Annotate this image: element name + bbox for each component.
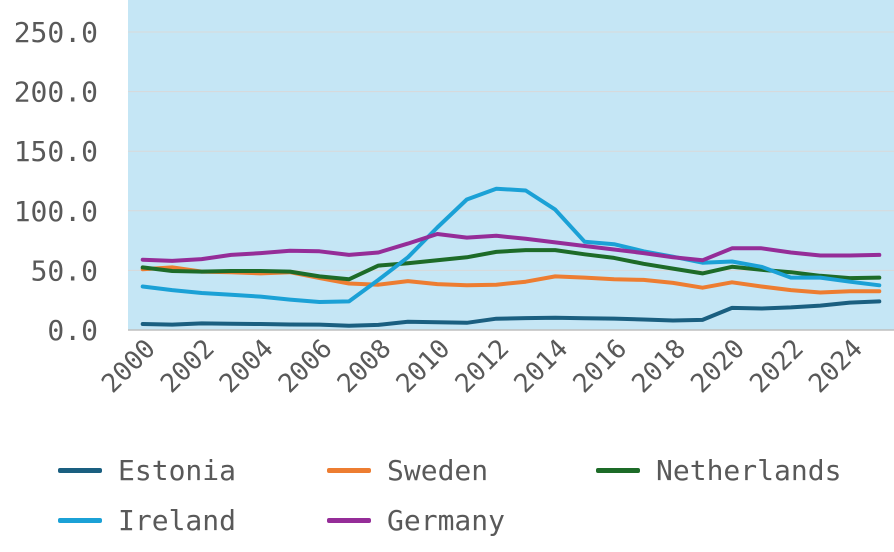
y-tick-label: 150.0: [14, 135, 98, 168]
legend-item-sweden: Sweden: [327, 454, 488, 487]
legend-swatch-netherlands: [596, 468, 640, 473]
x-tick-label: 2016: [568, 334, 633, 399]
legend-swatch-ireland: [58, 518, 102, 523]
legend-item-germany: Germany: [327, 504, 505, 537]
x-tick-label: 2008: [332, 334, 397, 399]
legend-label-netherlands: Netherlands: [656, 454, 842, 487]
x-tick-label: 2014: [509, 334, 574, 399]
legend-item-netherlands: Netherlands: [596, 454, 841, 487]
legend-swatch-sweden: [327, 468, 371, 473]
y-tick-label: 250.0: [14, 16, 98, 49]
y-tick-label: 200.0: [14, 76, 98, 109]
y-tick-label: 100.0: [14, 195, 98, 228]
series-line-ireland: [140, 186, 882, 304]
y-tick-label: 50.0: [31, 254, 98, 287]
series-line-netherlands: [140, 248, 882, 282]
x-tick-label: 2010: [391, 334, 456, 399]
x-tick-label: 2012: [450, 334, 515, 399]
x-tick-label: 2004: [214, 334, 279, 399]
x-tick-label: 2018: [626, 334, 691, 399]
legend-item-ireland: Ireland: [58, 504, 236, 537]
x-tick-label: 2006: [273, 334, 338, 399]
legend-swatch-estonia: [58, 468, 102, 473]
series-line-sweden: [140, 265, 882, 295]
series-line-germany: [140, 232, 882, 263]
y-tick-label: 0.0: [47, 314, 98, 347]
plot-area: [128, 0, 894, 330]
x-tick-label: 2022: [744, 334, 809, 399]
series-line-estonia: [140, 299, 882, 328]
line-chart: 0.0 50.0 100.0 150.0 200.0 250.0 200020022004…: [14, 0, 894, 399]
legend-label-ireland: Ireland: [118, 504, 237, 537]
x-tick-label: 2020: [685, 334, 750, 399]
legend: Estonia Sweden Netherlands Ireland Germa…: [0, 440, 894, 550]
x-tick-label: 2000: [96, 334, 161, 399]
legend-label-sweden: Sweden: [387, 454, 489, 487]
x-tick-label: 2002: [155, 334, 220, 399]
legend-label-germany: Germany: [387, 504, 506, 537]
legend-label-estonia: Estonia: [118, 454, 237, 487]
legend-item-estonia: Estonia: [58, 454, 236, 487]
legend-swatch-germany: [327, 518, 371, 523]
x-tick-label: 2024: [803, 334, 868, 399]
